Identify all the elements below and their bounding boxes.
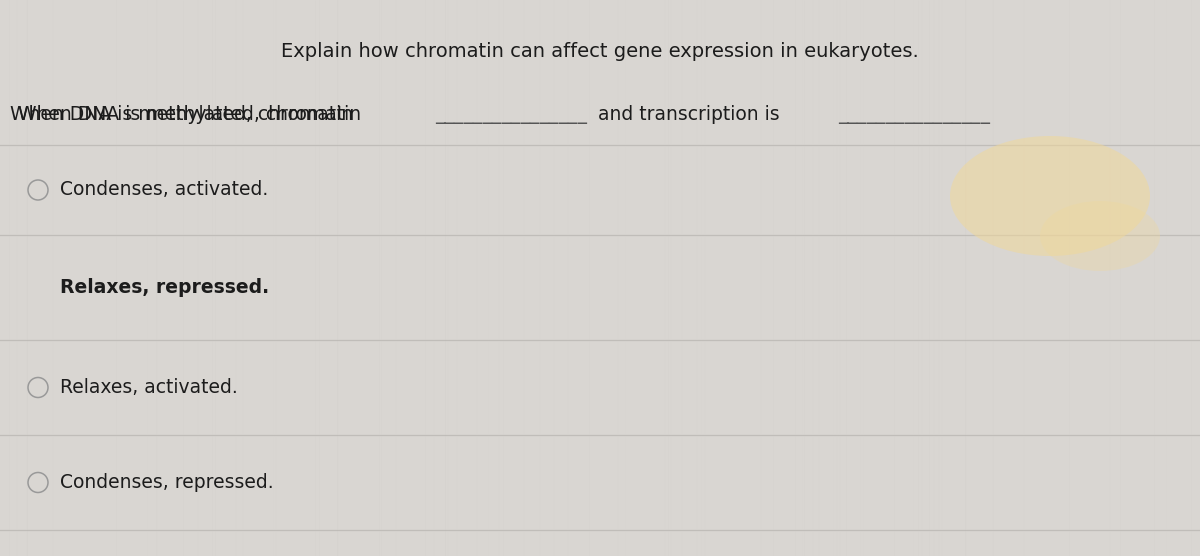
Text: When DNA is methylated, chromatin: When DNA is methylated, chromatin (10, 105, 359, 124)
Text: Relaxes, activated.: Relaxes, activated. (60, 378, 238, 397)
Text: ________________: ________________ (434, 105, 587, 124)
Text: Condenses, repressed.: Condenses, repressed. (60, 473, 274, 492)
Text: Explain how chromatin can affect gene expression in eukaryotes.: Explain how chromatin can affect gene ex… (281, 42, 919, 61)
Text: ________________: ________________ (838, 105, 990, 124)
Text: Relaxes, repressed.: Relaxes, repressed. (60, 278, 269, 297)
Ellipse shape (950, 136, 1150, 256)
Text: When DNA is methylated, chromatin: When DNA is methylated, chromatin (18, 105, 367, 124)
Text: and transcription is: and transcription is (592, 105, 786, 124)
Ellipse shape (1040, 201, 1160, 271)
Text: Condenses, activated.: Condenses, activated. (60, 181, 269, 200)
